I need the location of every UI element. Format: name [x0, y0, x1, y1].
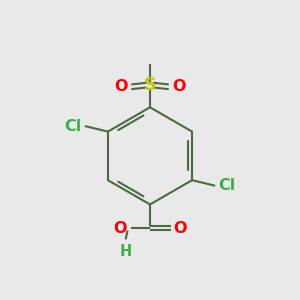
Text: O: O: [113, 220, 127, 236]
Text: O: O: [173, 79, 186, 94]
Text: O: O: [114, 79, 127, 94]
Text: S: S: [144, 76, 156, 94]
Text: Cl: Cl: [219, 178, 236, 193]
Text: O: O: [174, 220, 187, 236]
Text: H: H: [120, 244, 132, 259]
Text: Cl: Cl: [64, 119, 81, 134]
